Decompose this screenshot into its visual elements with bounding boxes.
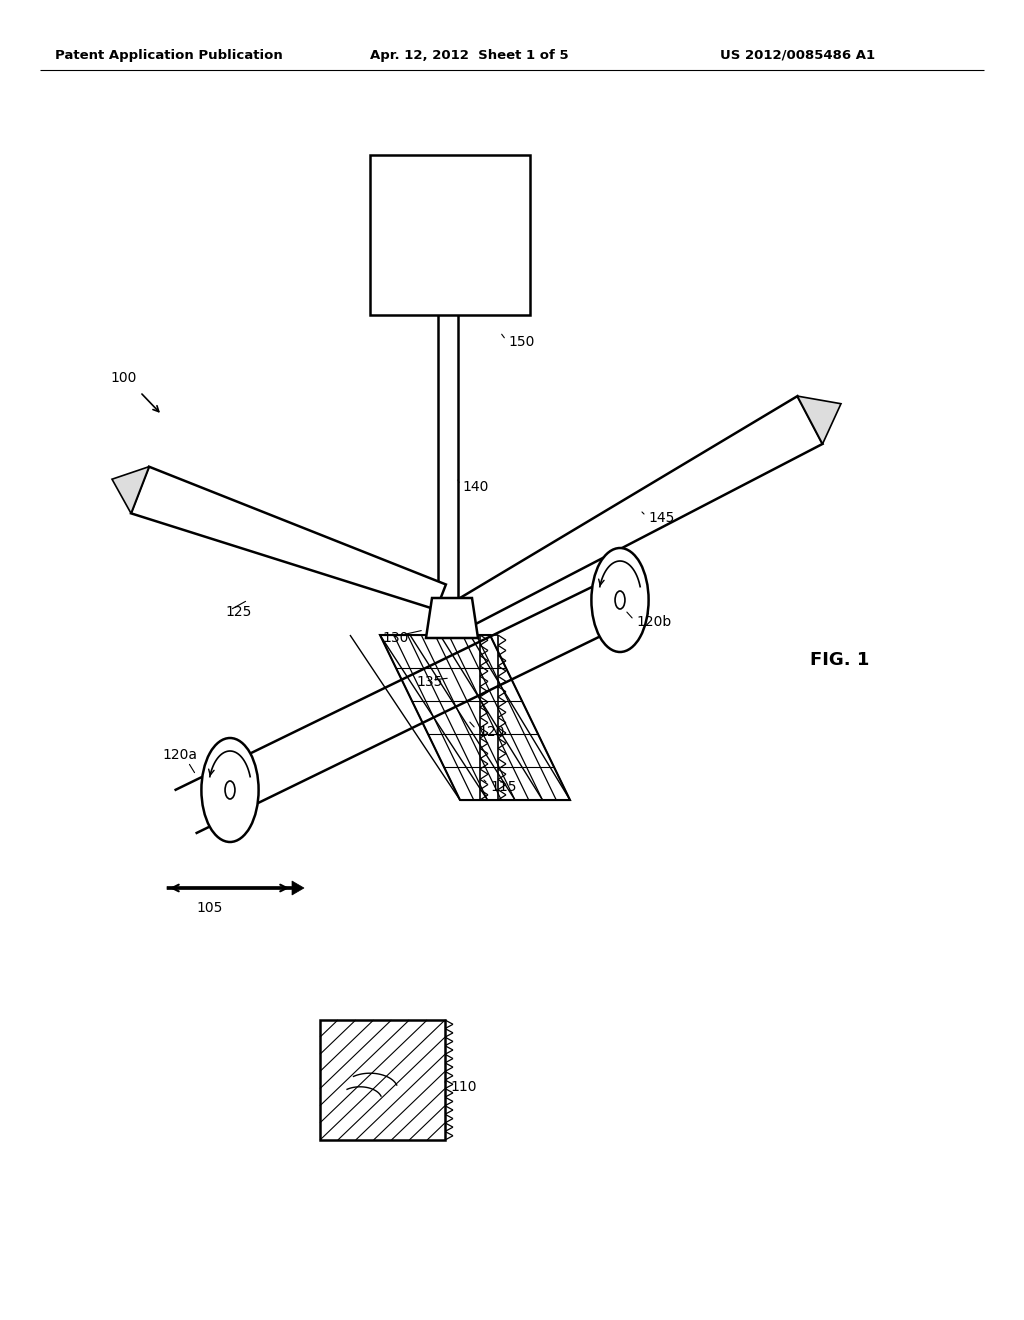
Ellipse shape <box>592 548 648 652</box>
Text: 115: 115 <box>490 780 516 795</box>
Text: 140: 140 <box>462 480 488 494</box>
Text: 100: 100 <box>110 371 136 385</box>
Polygon shape <box>798 396 841 444</box>
Ellipse shape <box>615 591 625 609</box>
Polygon shape <box>380 635 570 800</box>
Text: 135: 135 <box>416 675 442 689</box>
FancyArrow shape <box>167 880 304 895</box>
Text: Patent Application Publication: Patent Application Publication <box>55 49 283 62</box>
Bar <box>370 154 530 315</box>
Polygon shape <box>426 598 478 638</box>
Polygon shape <box>131 467 445 610</box>
Polygon shape <box>112 467 150 513</box>
Text: 130: 130 <box>382 631 409 645</box>
Text: 110: 110 <box>450 1080 476 1094</box>
Text: 125: 125 <box>225 605 251 619</box>
Text: FIG. 1: FIG. 1 <box>810 651 869 669</box>
Text: 150: 150 <box>508 335 535 348</box>
Text: 105: 105 <box>197 902 223 915</box>
Text: US 2012/0085486 A1: US 2012/0085486 A1 <box>720 49 876 62</box>
Ellipse shape <box>225 781 234 799</box>
Bar <box>319 1020 445 1140</box>
Text: 120: 120 <box>478 725 505 739</box>
Polygon shape <box>456 396 822 627</box>
Text: 120b: 120b <box>636 615 672 630</box>
Text: Apr. 12, 2012  Sheet 1 of 5: Apr. 12, 2012 Sheet 1 of 5 <box>370 49 568 62</box>
Text: 120a: 120a <box>162 748 197 762</box>
Text: 145: 145 <box>648 511 675 525</box>
Ellipse shape <box>202 738 259 842</box>
